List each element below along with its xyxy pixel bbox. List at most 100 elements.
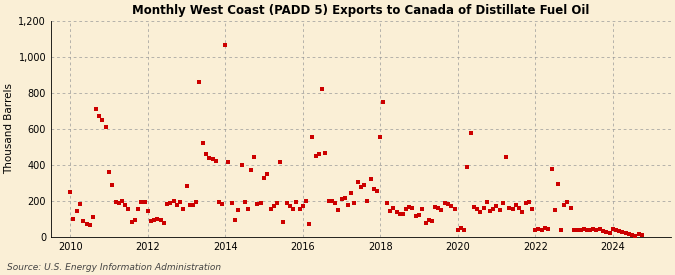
Point: [497, 201, 508, 206]
Point: [197, 141, 208, 145]
Point: [410, 214, 421, 218]
Point: [481, 199, 492, 204]
Title: Monthly West Coast (PADD 5) Exports to Canada of Distillate Fuel Oil: Monthly West Coast (PADD 5) Exports to C…: [132, 4, 589, 17]
Point: [146, 219, 157, 224]
Point: [300, 199, 311, 203]
Point: [443, 202, 454, 207]
Point: [184, 203, 195, 207]
Point: [65, 190, 76, 194]
Point: [398, 212, 408, 216]
Point: [568, 227, 579, 232]
Point: [552, 182, 563, 186]
Point: [285, 204, 296, 208]
Point: [433, 206, 443, 210]
Point: [340, 196, 350, 200]
Point: [84, 223, 95, 227]
Point: [456, 226, 466, 230]
Point: [407, 206, 418, 210]
Point: [501, 155, 512, 159]
Point: [275, 160, 286, 164]
Point: [81, 222, 92, 226]
Point: [578, 226, 589, 231]
Point: [416, 207, 427, 211]
Point: [421, 221, 431, 226]
Point: [595, 226, 605, 231]
Point: [459, 228, 470, 233]
Point: [120, 203, 131, 207]
Point: [446, 204, 456, 208]
Point: [523, 199, 534, 204]
Point: [391, 210, 402, 215]
Point: [491, 204, 502, 208]
Point: [439, 201, 450, 206]
Point: [239, 199, 250, 204]
Point: [213, 199, 224, 204]
Point: [78, 219, 88, 224]
Point: [387, 206, 398, 210]
Point: [559, 203, 570, 207]
Point: [271, 201, 282, 206]
Point: [304, 222, 315, 226]
Point: [572, 228, 583, 233]
Point: [414, 213, 425, 217]
Point: [291, 199, 302, 204]
Point: [230, 218, 240, 222]
Point: [171, 203, 182, 207]
Point: [517, 210, 528, 215]
Point: [139, 199, 150, 204]
Point: [549, 208, 560, 212]
Point: [117, 199, 128, 203]
Point: [450, 207, 460, 211]
Point: [566, 206, 576, 210]
Point: [104, 170, 115, 174]
Point: [262, 172, 273, 176]
Point: [310, 154, 321, 158]
Point: [200, 152, 211, 156]
Point: [281, 201, 292, 206]
Point: [68, 216, 79, 221]
Point: [630, 234, 641, 238]
Point: [510, 203, 521, 207]
Point: [430, 205, 441, 209]
Point: [149, 218, 160, 222]
Point: [610, 228, 621, 233]
Point: [181, 183, 192, 188]
Point: [152, 216, 163, 221]
Point: [256, 201, 267, 206]
Point: [323, 199, 334, 203]
Point: [298, 204, 308, 208]
Text: Source: U.S. Energy Information Administration: Source: U.S. Energy Information Administ…: [7, 263, 221, 272]
Point: [346, 191, 356, 195]
Point: [614, 229, 624, 233]
Point: [533, 226, 544, 231]
Point: [87, 215, 98, 219]
Point: [155, 218, 166, 222]
Point: [168, 199, 179, 203]
Point: [162, 202, 173, 207]
Point: [94, 114, 105, 119]
Point: [210, 159, 221, 163]
Point: [601, 230, 612, 234]
Point: [110, 199, 121, 204]
Point: [436, 208, 447, 212]
Point: [362, 199, 373, 203]
Point: [123, 207, 134, 211]
Point: [546, 167, 557, 172]
Point: [278, 220, 289, 225]
Point: [372, 189, 383, 193]
Point: [423, 218, 434, 222]
Point: [508, 207, 518, 211]
Point: [223, 160, 234, 164]
Point: [626, 233, 637, 237]
Point: [320, 151, 331, 155]
Point: [107, 182, 117, 187]
Point: [269, 204, 279, 208]
Point: [504, 206, 514, 210]
Point: [194, 80, 205, 84]
Point: [479, 206, 489, 210]
Point: [329, 200, 340, 205]
Point: [462, 164, 472, 169]
Point: [543, 226, 554, 231]
Point: [520, 200, 531, 205]
Point: [165, 200, 176, 205]
